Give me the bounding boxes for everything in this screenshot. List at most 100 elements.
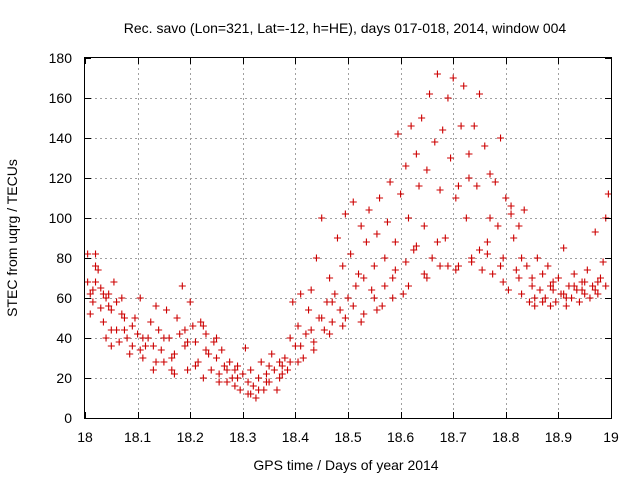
data-point	[497, 134, 505, 142]
y-tick-label: 40	[56, 330, 72, 346]
chart-title: Rec. savo (Lon=321, Lat=-12, h=HE), days…	[124, 20, 567, 36]
data-point	[107, 306, 115, 314]
data-point	[247, 390, 255, 398]
data-point	[213, 354, 220, 362]
data-point	[302, 330, 310, 338]
data-point	[547, 302, 555, 310]
data-point	[504, 286, 512, 294]
data-point	[428, 254, 436, 262]
data-point	[102, 294, 110, 302]
data-point	[586, 294, 594, 302]
y-tick-label: 140	[49, 130, 73, 146]
data-point	[328, 298, 336, 306]
data-point	[86, 310, 94, 318]
data-point	[423, 166, 431, 174]
data-point	[276, 374, 284, 382]
data-point	[331, 290, 339, 298]
data-point	[539, 298, 547, 306]
data-point	[107, 326, 115, 334]
data-point	[486, 214, 494, 222]
data-point	[328, 318, 336, 326]
data-point	[312, 254, 320, 262]
data-point	[170, 370, 178, 378]
data-point	[476, 90, 483, 98]
data-point	[86, 290, 94, 298]
data-point	[486, 170, 494, 178]
data-point	[136, 294, 144, 302]
data-point	[128, 322, 136, 330]
data-point	[562, 302, 570, 310]
data-point	[481, 142, 489, 150]
data-point	[494, 222, 502, 230]
data-point	[262, 370, 270, 378]
data-point	[326, 330, 334, 338]
data-point	[265, 362, 273, 370]
x-tick-label: 18.2	[177, 429, 204, 445]
data-point	[381, 282, 389, 290]
data-point	[518, 254, 526, 262]
data-point	[305, 306, 313, 314]
data-point	[236, 386, 244, 394]
data-point	[528, 282, 536, 290]
data-point	[139, 334, 147, 342]
data-point	[89, 286, 97, 294]
data-point	[431, 138, 439, 146]
data-point	[234, 374, 242, 382]
data-point	[131, 314, 139, 322]
data-point	[281, 354, 289, 362]
data-point	[483, 238, 491, 246]
data-point	[415, 182, 423, 190]
data-point	[591, 228, 599, 236]
plot-frame	[84, 57, 612, 419]
data-point	[433, 70, 441, 78]
data-point	[436, 186, 444, 194]
data-point	[141, 342, 149, 350]
data-point	[218, 346, 226, 354]
data-point	[544, 262, 552, 270]
data-point	[249, 382, 257, 390]
data-point	[433, 238, 441, 246]
data-point	[184, 338, 192, 346]
data-point	[394, 130, 402, 138]
data-point	[284, 366, 292, 374]
data-point	[97, 284, 105, 292]
data-point	[604, 190, 612, 198]
data-point	[297, 342, 305, 350]
data-point	[465, 174, 473, 182]
data-point	[412, 150, 420, 158]
data-point	[273, 386, 281, 394]
data-point	[160, 334, 168, 342]
data-point	[110, 278, 118, 286]
data-point	[497, 262, 505, 270]
data-point	[347, 250, 355, 258]
data-point	[320, 326, 328, 334]
data-point	[310, 338, 318, 346]
data-point	[594, 278, 602, 286]
data-point	[223, 366, 231, 374]
data-point	[262, 378, 270, 386]
data-point	[404, 214, 412, 222]
data-point	[220, 362, 228, 370]
x-tick-label: 18.4	[282, 429, 309, 445]
data-point	[476, 246, 483, 254]
data-point	[581, 278, 589, 286]
data-point	[465, 150, 473, 158]
data-point	[391, 266, 399, 274]
data-point	[247, 366, 255, 374]
data-point	[402, 258, 410, 266]
data-point	[412, 242, 420, 250]
data-point	[362, 238, 370, 246]
data-point	[197, 318, 205, 326]
data-point	[105, 302, 113, 310]
data-point	[349, 302, 357, 310]
data-point	[99, 290, 107, 298]
data-point	[552, 298, 560, 306]
data-point	[92, 250, 100, 258]
data-point	[473, 182, 481, 190]
data-point	[210, 338, 218, 346]
data-point	[352, 282, 360, 290]
data-point	[444, 262, 452, 270]
data-point	[199, 374, 207, 382]
data-point	[170, 350, 178, 358]
data-point	[252, 394, 260, 402]
